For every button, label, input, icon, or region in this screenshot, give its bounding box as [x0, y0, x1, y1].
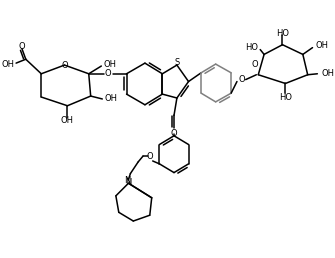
- Text: HO: HO: [276, 29, 289, 38]
- Text: N: N: [124, 176, 131, 185]
- Text: O: O: [171, 129, 177, 138]
- Text: O: O: [146, 152, 153, 161]
- Text: OH: OH: [1, 60, 14, 69]
- Text: OH: OH: [61, 116, 74, 125]
- Text: O: O: [61, 61, 68, 70]
- Text: HO: HO: [279, 93, 292, 102]
- Text: OH: OH: [316, 41, 328, 50]
- Text: O: O: [252, 60, 258, 69]
- Text: O: O: [18, 42, 25, 51]
- Text: O: O: [105, 69, 112, 78]
- Text: O: O: [239, 75, 245, 84]
- Text: OH: OH: [104, 94, 117, 103]
- Text: OH: OH: [321, 69, 334, 78]
- Text: HO: HO: [245, 43, 258, 52]
- Text: S: S: [174, 58, 180, 67]
- Text: N: N: [125, 178, 132, 187]
- Text: OH: OH: [103, 60, 116, 69]
